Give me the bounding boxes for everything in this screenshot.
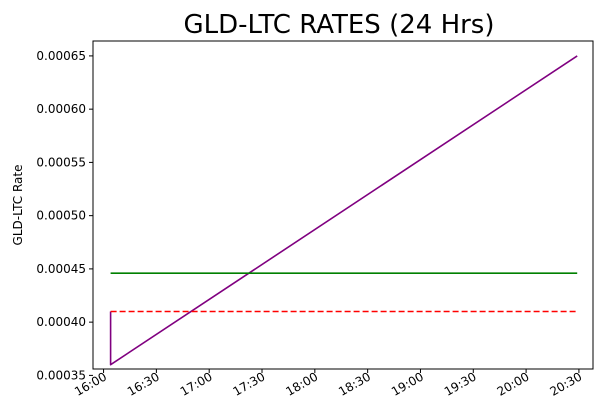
x-tick-label: 19:00: [389, 369, 426, 398]
x-tick-label: 20:00: [495, 369, 532, 398]
series-line-1: [109, 55, 578, 366]
x-tick-label: 19:30: [442, 369, 479, 398]
y-tick-label: 0.00055: [36, 155, 86, 169]
y-tick-label: 0.00065: [36, 49, 86, 63]
y-tick-label: 0.00060: [36, 102, 86, 116]
y-tick-label: 0.00045: [36, 262, 86, 276]
axes-layer: 0.00035 0.00040 0.00045 0.00050 0.00055 0.000…: [36, 40, 594, 399]
x-tick-label: 17:00: [178, 369, 215, 398]
x-tick-label: 17:30: [231, 369, 268, 398]
y-tick-label: 0.00035: [36, 368, 86, 382]
x-tick-label: 20:30: [547, 369, 584, 398]
plot-frame: [92, 40, 594, 370]
x-tick-label: 18:30: [336, 369, 373, 398]
x-tick-label: 16:30: [125, 369, 162, 398]
y-axis-label: GLD-LTC Rate: [11, 165, 25, 246]
y-tick-label: 0.00040: [36, 315, 86, 329]
x-tick-label: 18:00: [283, 369, 320, 398]
chart-title: GLD-LTC RATES (24 Hrs): [184, 10, 495, 40]
y-tick-label: 0.00050: [36, 209, 86, 223]
series-layer: [109, 55, 578, 366]
